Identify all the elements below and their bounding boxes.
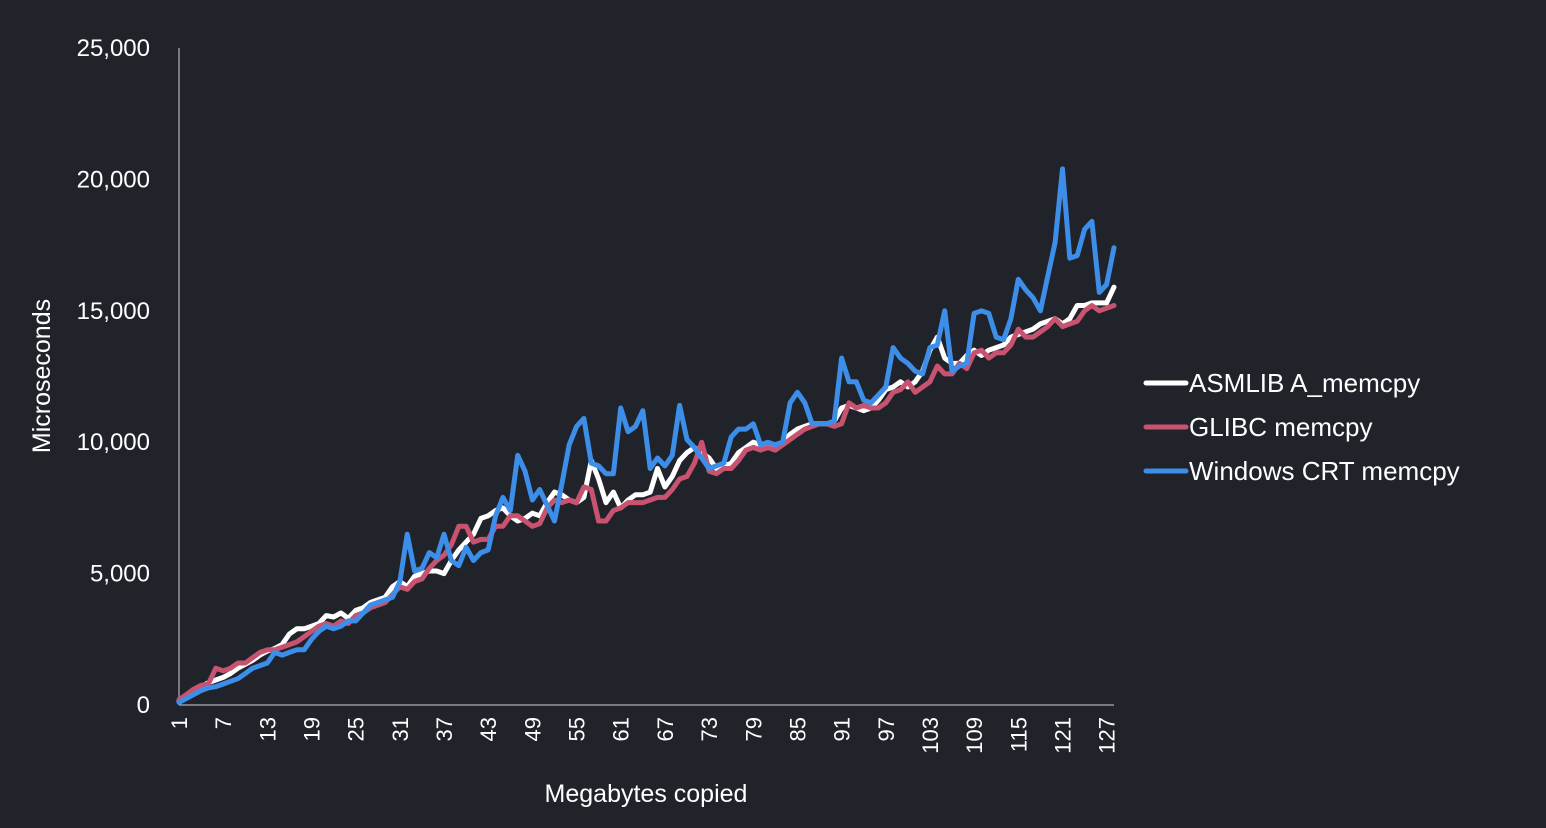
- x-tick-label: 25: [344, 717, 369, 741]
- y-tick-label: 10,000: [77, 429, 150, 456]
- x-tick-label: 49: [520, 717, 545, 741]
- x-tick-label: 31: [388, 717, 413, 741]
- x-tick-label: 127: [1095, 717, 1120, 754]
- y-tick-label: 5,000: [90, 561, 150, 588]
- y-axis-title: Microseconds: [28, 299, 56, 453]
- x-axis-ticks: 1 7 13 19 25 31 37 43 49 55 61 67 73 79 85 91 97 103 109 11…: [167, 717, 1120, 754]
- x-tick-label: 79: [741, 717, 766, 741]
- y-tick-label: 20,000: [77, 166, 150, 193]
- x-tick-label: 115: [1006, 717, 1031, 752]
- x-axis-title: Megabytes copied: [545, 780, 748, 808]
- legend: ASMLIB A_memcpy GLIBC memcpy Windows CRT m…: [1143, 368, 1460, 486]
- legend-label-2: Windows CRT memcpy: [1189, 456, 1460, 486]
- x-tick-label: 91: [830, 717, 855, 741]
- series-lines: [176, 166, 1117, 705]
- x-tick-label: 85: [785, 717, 810, 741]
- axes: [178, 48, 1114, 706]
- x-tick-label: 97: [874, 717, 899, 741]
- x-tick-label: 67: [653, 717, 678, 741]
- x-tick-label: 121: [1050, 717, 1075, 754]
- x-tick-label: 7: [211, 717, 236, 729]
- y-tick-label: 25,000: [77, 35, 150, 62]
- x-tick-label: 109: [962, 717, 987, 754]
- x-tick-label: 43: [476, 717, 501, 741]
- y-tick-label: 0: [137, 692, 150, 719]
- x-tick-label: 55: [565, 717, 590, 741]
- y-tick-label: 15,000: [77, 298, 150, 325]
- x-tick-label: 19: [300, 717, 325, 741]
- y-axis-ticks: 0 5,000 10,000 15,000 20,000 25,000: [77, 35, 150, 719]
- x-tick-label: 61: [609, 717, 634, 741]
- x-tick-label: 13: [255, 717, 280, 741]
- x-tick-label: 73: [697, 717, 722, 741]
- legend-label-1: GLIBC memcpy: [1189, 412, 1373, 442]
- x-tick-label: 103: [918, 717, 943, 754]
- x-tick-label: 37: [432, 717, 457, 741]
- legend-label-0: ASMLIB A_memcpy: [1189, 368, 1420, 398]
- x-tick-label: 1: [167, 717, 192, 729]
- series-line-2: [176, 166, 1117, 705]
